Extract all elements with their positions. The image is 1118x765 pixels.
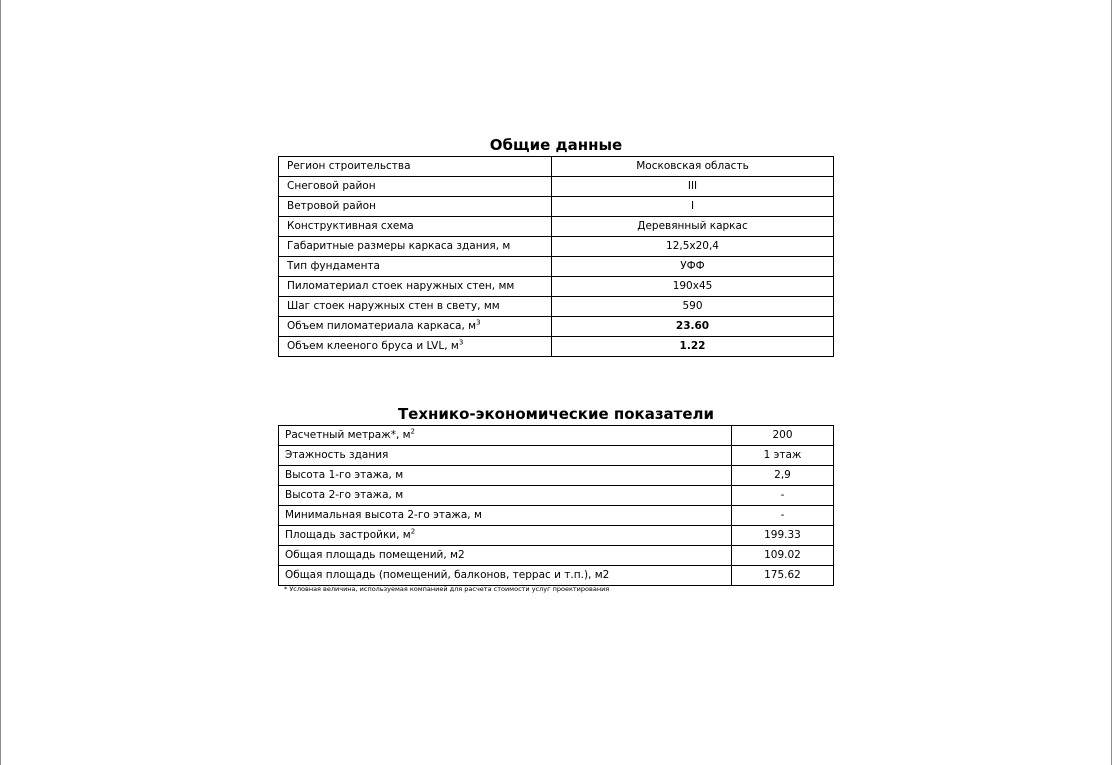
row-value: III	[551, 176, 834, 197]
row-label: Общая площадь помещений, м2	[278, 545, 732, 566]
row-label: Объем пиломатериала каркаса, м3	[278, 316, 552, 337]
row-label-text: Общая площадь (помещений, балконов, терр…	[285, 569, 610, 581]
row-label: Конструктивная схема	[278, 216, 552, 237]
row-value: Московская область	[551, 156, 834, 177]
table-row: Габаритные размеры каркаса здания, м 12,5…	[278, 236, 834, 257]
table-row: Объем клееного бруса и LVL, м3 1.22	[278, 336, 834, 357]
row-label-text: Конструктивная схема	[287, 220, 414, 232]
row-value: 190x45	[551, 276, 834, 297]
row-label-text: Высота 1-го этажа, м	[285, 469, 404, 481]
row-label-text: Пиломатериал стоек наружных стен, мм	[287, 280, 515, 292]
indicators-title: Технико-экономические показатели	[397, 405, 715, 423]
row-label: Высота 2-го этажа, м	[278, 485, 732, 506]
indicators-table: Расчетный метраж*, м2 200 Этажность здания…	[278, 425, 834, 586]
row-label: Пиломатериал стоек наружных стен, мм	[278, 276, 552, 297]
general-data-table: Регион строительства Московская область Сн…	[278, 156, 834, 357]
row-label: Высота 1-го этажа, м	[278, 465, 732, 486]
table-row: Ветровой район I	[278, 196, 834, 217]
row-label-text: Габаритные размеры каркаса здания, м	[287, 240, 511, 252]
row-value: Деревянный каркас	[551, 216, 834, 237]
row-label: Минимальная высота 2-го этажа, м	[278, 505, 732, 526]
table-row: Тип фундамента УФФ	[278, 256, 834, 277]
row-label: Регион строительства	[278, 156, 552, 177]
unit-superscript: 3	[458, 338, 464, 347]
table-row: Объем пиломатериала каркаса, м3 23.60	[278, 316, 834, 337]
row-label-text: Минимальная высота 2-го этажа, м	[285, 509, 482, 521]
table-row: Высота 2-го этажа, м -	[278, 485, 834, 506]
row-value: 12,5x20,4	[551, 236, 834, 257]
row-label-text: Ветровой район	[287, 200, 376, 212]
table-row: Площадь застройки, м2 199.33	[278, 525, 834, 546]
table-row: Высота 1-го этажа, м 2,9	[278, 465, 834, 486]
row-label-text: Регион строительства	[287, 160, 411, 172]
table-row: Шаг стоек наружных стен в свету, мм 590	[278, 296, 834, 317]
row-label: Габаритные размеры каркаса здания, м	[278, 236, 552, 257]
row-value: -	[731, 505, 834, 526]
row-value: 109.02	[731, 545, 834, 566]
row-value: 2,9	[731, 465, 834, 486]
row-value: 1.22	[551, 336, 834, 357]
row-label-text: Объем клееного бруса и LVL, м	[287, 340, 459, 352]
table-row: Регион строительства Московская область	[278, 156, 834, 177]
row-label-text: Этажность здания	[285, 449, 389, 461]
row-label-text: Шаг стоек наружных стен в свету, мм	[287, 300, 500, 312]
row-label-text: Общая площадь помещений, м2	[285, 549, 465, 561]
row-label: Общая площадь (помещений, балконов, терр…	[278, 565, 732, 586]
row-label: Снеговой район	[278, 176, 552, 197]
row-value: I	[551, 196, 834, 217]
row-value: 590	[551, 296, 834, 317]
row-label: Тип фундамента	[278, 256, 552, 277]
row-value: 1 этаж	[731, 445, 834, 466]
table-row: Общая площадь помещений, м2 109.02	[278, 545, 834, 566]
row-value: УФФ	[551, 256, 834, 277]
row-value: 200	[731, 425, 834, 446]
row-label: Этажность здания	[278, 445, 732, 466]
row-value: 23.60	[551, 316, 834, 337]
general-data-title: Общие данные	[489, 136, 623, 154]
row-label: Площадь застройки, м2	[278, 525, 732, 546]
row-value: -	[731, 485, 834, 506]
row-label-text: Объем пиломатериала каркаса, м	[287, 320, 477, 332]
unit-superscript: 2	[410, 427, 416, 436]
row-label: Расчетный метраж*, м2	[278, 425, 732, 446]
row-label: Шаг стоек наружных стен в свету, мм	[278, 296, 552, 317]
table-row: Пиломатериал стоек наружных стен, мм 190x…	[278, 276, 834, 297]
table-row: Расчетный метраж*, м2 200	[278, 425, 834, 446]
row-label-text: Расчетный метраж*, м	[285, 429, 411, 441]
row-label-text: Высота 2-го этажа, м	[285, 489, 404, 501]
unit-superscript: 3	[476, 318, 481, 327]
row-label: Объем клееного бруса и LVL, м3	[278, 336, 552, 357]
unit-superscript: 2	[410, 527, 416, 536]
row-value: 175.62	[731, 565, 834, 586]
row-value: 199.33	[731, 525, 834, 546]
table-row: Общая площадь (помещений, балконов, терр…	[278, 565, 834, 586]
table-row: Этажность здания 1 этаж	[278, 445, 834, 466]
table-row: Снеговой район III	[278, 176, 834, 197]
table-row: Конструктивная схема Деревянный каркас	[278, 216, 834, 237]
row-label-text: Снеговой район	[287, 180, 376, 192]
footnote: * Условная величина, используемая компан…	[284, 585, 610, 593]
row-label: Ветровой район	[278, 196, 552, 217]
table-row: Минимальная высота 2-го этажа, м -	[278, 505, 834, 526]
row-label-text: Площадь застройки, м	[285, 529, 411, 541]
row-label-text: Тип фундамента	[287, 260, 380, 272]
